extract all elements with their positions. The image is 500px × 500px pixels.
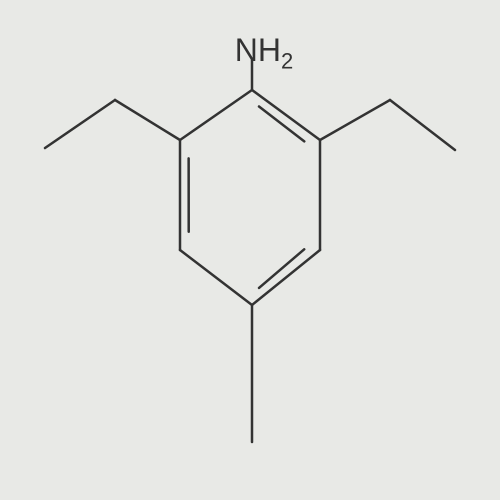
- molecule-diagram: NH2: [0, 0, 500, 500]
- nh-text: NH: [235, 32, 281, 68]
- molecule-svg: [0, 0, 500, 500]
- amine-label: NH2: [235, 32, 293, 74]
- bond-group: [45, 60, 455, 442]
- nh-sub: 2: [281, 48, 293, 73]
